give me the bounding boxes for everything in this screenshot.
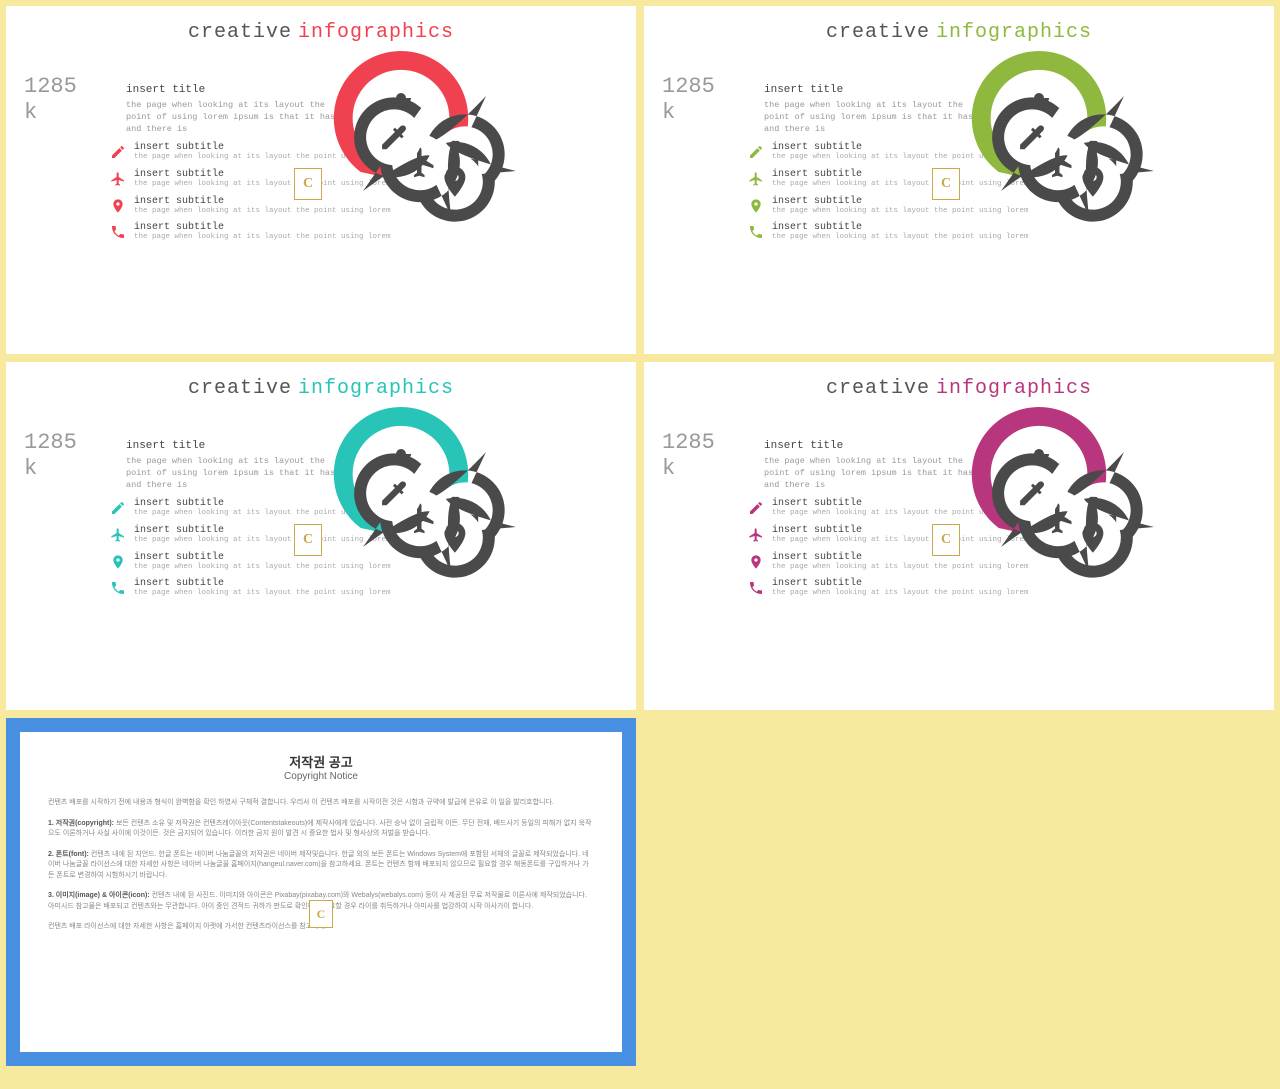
insert-desc: the page when looking at its layout the … — [126, 456, 336, 492]
slide-4: creative infographics 1285 k insert titl… — [644, 362, 1274, 710]
text-column: insert title the page when looking at it… — [126, 440, 336, 492]
title-word2: infographics — [936, 21, 1092, 44]
petal-diagram — [336, 412, 626, 702]
slide-title: creative infographics — [6, 6, 636, 44]
dropper-petal — [347, 81, 457, 191]
logo-badge: C — [932, 524, 960, 556]
pencil-icon — [748, 144, 764, 160]
phone-icon — [748, 580, 764, 596]
dropper-petal — [985, 437, 1095, 547]
phone-icon — [110, 580, 126, 596]
copyright-slide: 저작권 공고 Copyright Notice 컨텐츠 배포를 시작하기 전에 … — [6, 718, 636, 1066]
title-word2: infographics — [936, 377, 1092, 400]
title-word2: infographics — [298, 377, 454, 400]
pin-icon — [110, 554, 126, 570]
petal-diagram — [974, 56, 1264, 346]
plane-icon — [748, 171, 764, 187]
slide-title: creative infographics — [6, 362, 636, 400]
empty-cell — [644, 718, 1274, 1066]
phone-icon — [748, 224, 764, 240]
logo-badge: C — [294, 524, 322, 556]
text-column: insert title the page when looking at it… — [764, 84, 974, 136]
text-column: insert title the page when looking at it… — [126, 84, 336, 136]
pin-icon — [748, 198, 764, 214]
copyright-title-kr: 저작권 공고 — [48, 752, 594, 771]
pin-icon — [748, 554, 764, 570]
petal-diagram — [974, 412, 1264, 702]
plane-icon — [110, 171, 126, 187]
pin-icon — [110, 198, 126, 214]
copyright-title-en: Copyright Notice — [48, 771, 594, 782]
insert-desc: the page when looking at its layout the … — [764, 100, 974, 136]
insert-title: insert title — [764, 440, 974, 452]
big-number: 1285 k — [24, 430, 77, 483]
slide-3: creative infographics 1285 k insert titl… — [6, 362, 636, 710]
dropper-petal — [985, 81, 1095, 191]
logo-badge: C — [294, 168, 322, 200]
insert-title: insert title — [126, 84, 336, 96]
petal-diagram — [336, 56, 626, 346]
big-number: 1285 k — [662, 430, 715, 483]
big-number: 1285 k — [662, 74, 715, 127]
phone-icon — [110, 224, 126, 240]
logo-badge: C — [309, 900, 333, 928]
insert-title: insert title — [126, 440, 336, 452]
slide-grid: creative infographics 1285 k insert titl… — [6, 6, 1274, 1066]
text-column: insert title the page when looking at it… — [764, 440, 974, 492]
pencil-icon — [748, 500, 764, 516]
dropper-petal — [347, 437, 457, 547]
pencil-icon — [110, 500, 126, 516]
slide-2: creative infographics 1285 k insert titl… — [644, 6, 1274, 354]
big-number: 1285 k — [24, 74, 77, 127]
slide-1: creative infographics 1285 k insert titl… — [6, 6, 636, 354]
insert-desc: the page when looking at its layout the … — [126, 100, 336, 136]
slide-title: creative infographics — [644, 6, 1274, 44]
copyright-p1: 컨텐츠 배포를 시작하기 전에 내용과 형식이 완벽함을 확인 하였사 구체적 … — [48, 798, 594, 809]
title-word1: creative — [826, 377, 930, 400]
pencil-icon — [110, 144, 126, 160]
title-word1: creative — [826, 21, 930, 44]
title-word1: creative — [188, 21, 292, 44]
copyright-p2: 1. 저작권(copyright): 보든 컨텐츠 소유 및 저작권은 컨텐츠레… — [48, 819, 594, 840]
plane-icon — [110, 527, 126, 543]
logo-badge: C — [932, 168, 960, 200]
insert-desc: the page when looking at its layout the … — [764, 456, 974, 492]
title-word1: creative — [188, 377, 292, 400]
insert-title: insert title — [764, 84, 974, 96]
slide-title: creative infographics — [644, 362, 1274, 400]
title-word2: infographics — [298, 21, 454, 44]
plane-icon — [748, 527, 764, 543]
copyright-p3: 2. 폰트(font): 컨텐츠 내에 된 지언드. 한글 폰트는 네이버 나눔… — [48, 850, 594, 882]
